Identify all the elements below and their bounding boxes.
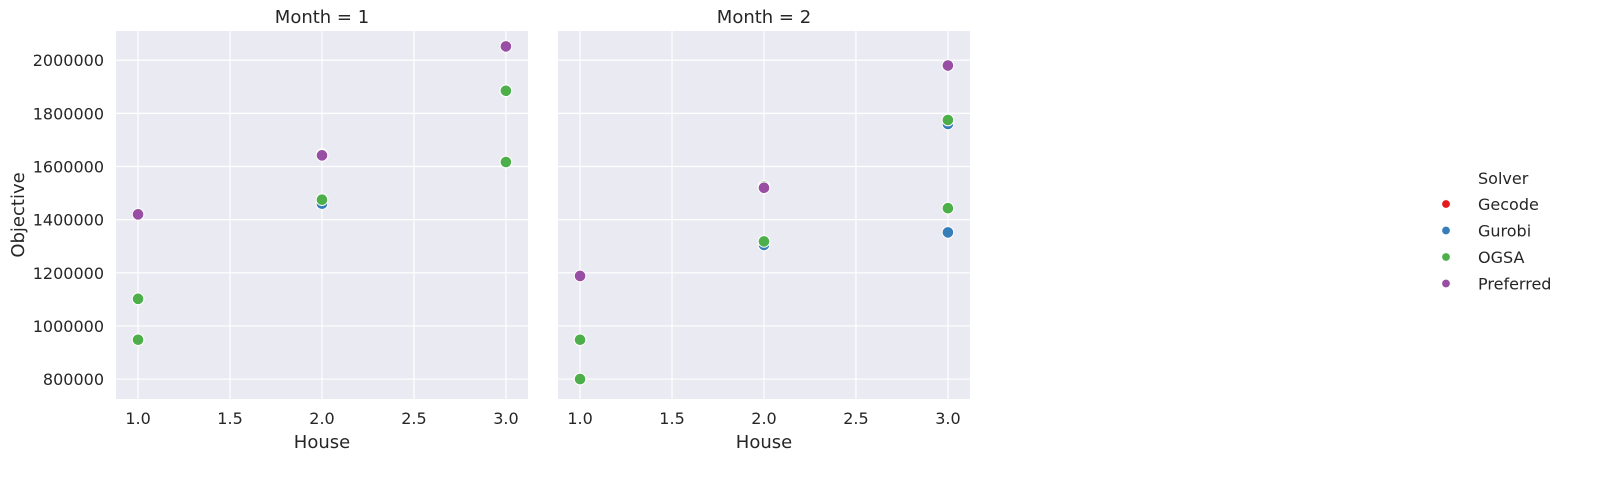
data-point-ogsa: [941, 113, 955, 127]
facet-panel-1: 1.0 1.5 2.0 2.5 3.0 800000 1000000 1200000 14000…: [8, 7, 528, 453]
data-point-ogsa: [941, 201, 955, 215]
legend-marker-gecode: [1441, 199, 1451, 209]
legend-marker-gurobi: [1441, 226, 1451, 236]
facet-title: Month = 1: [275, 7, 369, 28]
x-tick-label: 1.5: [659, 409, 684, 428]
data-point-ogsa: [131, 292, 145, 306]
legend-label-gecode: Gecode: [1478, 195, 1539, 214]
data-point-preferred: [315, 149, 329, 162]
data-point-ogsa: [131, 333, 145, 347]
data-point-preferred: [499, 40, 513, 53]
x-axis-label: House: [736, 432, 792, 453]
data-point-preferred: [573, 269, 587, 283]
legend-title: Solver: [1478, 169, 1529, 188]
x-axis-label: House: [294, 432, 350, 453]
y-tick-label: 800000: [43, 370, 104, 389]
data-point-ogsa: [499, 155, 513, 169]
data-point-preferred: [941, 59, 955, 72]
legend-label-ogsa: OGSA: [1478, 248, 1524, 267]
y-tick-label: 1800000: [33, 104, 104, 123]
y-tick-label: 1000000: [33, 317, 104, 336]
facet-panel-2: 1.0 1.5 2.0 2.5 3.0 Month = 2 House: [558, 7, 970, 453]
data-point-ogsa: [315, 193, 329, 207]
data-point-ogsa: [573, 372, 587, 386]
y-axis-label: Objective: [8, 172, 29, 257]
data-point-gurobi: [941, 226, 955, 239]
legend: Solver Gecode Gurobi OGSA Preferred: [1441, 169, 1551, 294]
x-tick-label: 1.5: [217, 409, 242, 428]
data-point-preferred: [757, 181, 771, 195]
y-tick-label: 2000000: [33, 51, 104, 70]
x-tick-label: 2.0: [751, 409, 776, 428]
y-tick-label: 1400000: [33, 211, 104, 230]
x-tick-label: 2.5: [401, 409, 426, 428]
legend-marker-preferred: [1441, 278, 1451, 288]
data-point-ogsa: [757, 235, 771, 248]
x-tick-label: 2.5: [843, 409, 868, 428]
x-tick-label: 2.0: [309, 409, 334, 428]
facet-title: Month = 2: [717, 7, 811, 28]
data-point-preferred: [131, 208, 145, 221]
x-tick-label: 3.0: [935, 409, 960, 428]
data-point-ogsa: [573, 333, 587, 347]
legend-marker-ogsa: [1441, 252, 1451, 262]
x-tick-label: 3.0: [493, 409, 518, 428]
legend-label-gurobi: Gurobi: [1478, 222, 1531, 241]
y-tick-label: 1200000: [33, 264, 104, 283]
y-tick-label: 1600000: [33, 158, 104, 177]
legend-label-preferred: Preferred: [1478, 275, 1551, 294]
x-tick-label: 1.0: [567, 409, 592, 428]
x-tick-label: 1.0: [125, 409, 150, 428]
data-point-ogsa: [499, 84, 513, 98]
